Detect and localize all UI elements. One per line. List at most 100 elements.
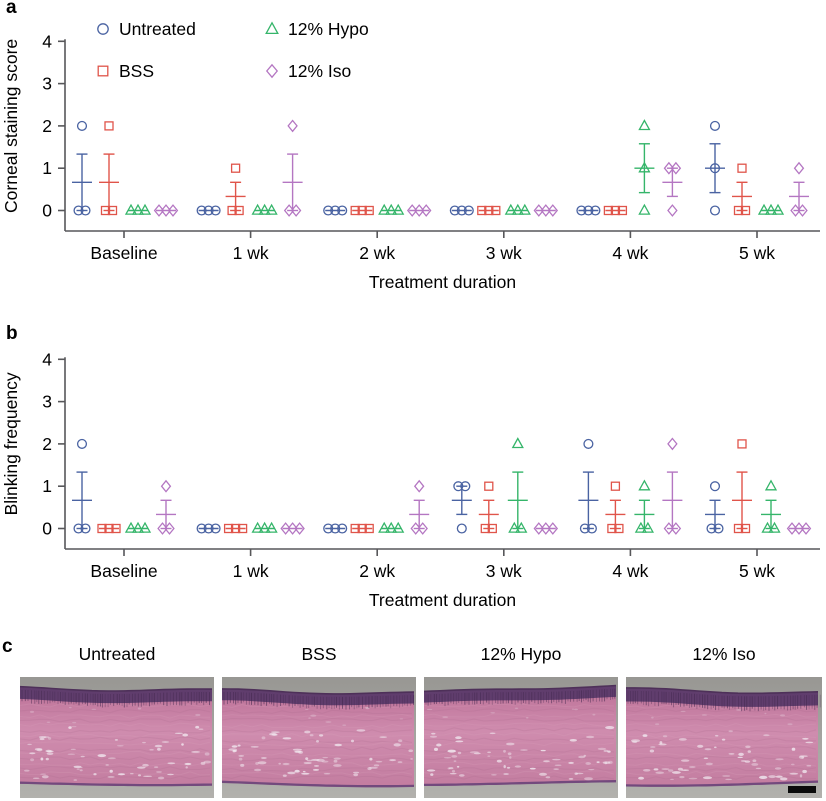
lacuna-speckle <box>93 773 97 776</box>
histology-label-untreated: Untreated <box>78 644 156 664</box>
data-point-marker-triangle <box>764 479 778 491</box>
lacuna-speckle <box>668 769 674 772</box>
lacuna-speckle <box>744 760 751 763</box>
legend-marker-triangle-icon <box>265 21 279 35</box>
lacuna-speckle <box>373 764 380 767</box>
lacuna-speckle <box>231 745 238 748</box>
lacuna-speckle <box>605 726 615 730</box>
lacuna-speckle <box>736 709 742 711</box>
legend-marker-circle-icon <box>97 23 109 35</box>
lacuna-speckle <box>431 732 436 735</box>
lacuna-speckle <box>24 769 30 772</box>
data-point-marker-square <box>357 523 367 534</box>
lacuna-speckle <box>697 744 704 748</box>
data-point-marker-triangle <box>378 203 391 215</box>
lacuna-speckle <box>688 777 698 780</box>
lacuna-speckle <box>181 743 184 746</box>
lacuna-speckle <box>282 774 287 777</box>
lacuna-speckle <box>787 723 793 726</box>
data-point-marker-diamond <box>290 204 302 217</box>
stroma-fiber <box>20 775 211 780</box>
epithelium-surface-line <box>222 688 415 695</box>
lacuna-speckle <box>449 773 457 775</box>
lacuna-speckle <box>539 772 547 776</box>
lacuna-speckle <box>41 775 49 779</box>
lacuna-speckle <box>752 759 757 762</box>
stroma-fiber <box>626 775 817 780</box>
data-point-marker-circle <box>449 205 460 216</box>
lacuna-speckle <box>322 756 329 759</box>
lacuna-speckle <box>46 752 54 755</box>
data-point-marker-circle <box>463 205 474 216</box>
data-point-marker-square <box>227 205 237 216</box>
data-point-marker-square <box>364 523 374 534</box>
lacuna-speckle <box>759 775 768 779</box>
lacuna-speckle <box>410 758 413 760</box>
lacuna-speckle <box>154 744 163 748</box>
stroma-fiber <box>222 709 413 715</box>
data-point-marker-square <box>733 523 744 534</box>
lacuna-speckle <box>442 716 448 718</box>
corneal-epithelium <box>222 688 414 706</box>
panel-b: b 0 1 2 3 4 Blinking frequency Baseline 1 wk 2 w… <box>0 318 826 630</box>
data-point-marker-triangle <box>138 521 152 533</box>
lacuna-speckle <box>68 726 72 729</box>
data-point-marker-square <box>740 523 751 534</box>
lacuna-speckle <box>650 746 656 748</box>
lacuna-speckle <box>73 779 78 781</box>
lacuna-speckle <box>157 776 165 780</box>
lacuna-speckle <box>185 766 188 769</box>
data-point-marker-square <box>737 439 747 449</box>
lacuna-speckle <box>154 766 159 768</box>
lacuna-speckle <box>802 737 809 740</box>
data-point-marker-square <box>111 523 121 534</box>
legend-item: 12% Iso <box>265 61 351 81</box>
lacuna-speckle <box>67 753 76 755</box>
lacuna-speckle <box>457 751 462 755</box>
lacuna-speckle <box>506 742 515 746</box>
data-point-marker-circle <box>323 523 334 534</box>
data-point-marker-triangle <box>392 521 405 533</box>
lacuna-speckle <box>325 721 332 723</box>
legend-label: 12% Iso <box>288 61 351 81</box>
corneal-stroma <box>20 688 212 787</box>
panel-c: c Untreated BSS 12% Hypo 12% Iso <box>0 630 826 801</box>
lacuna-speckle <box>319 734 324 737</box>
lacuna-speckle <box>397 761 403 763</box>
data-point-marker-triangle <box>265 203 278 215</box>
lacuna-speckle <box>107 757 116 760</box>
lacuna-speckle <box>791 747 796 751</box>
lacuna-speckle <box>39 737 45 741</box>
data-point-marker-diamond <box>670 161 682 175</box>
lacuna-speckle <box>755 767 762 770</box>
data-point-marker-triangle <box>638 203 651 215</box>
data-point-marker-triangle <box>511 203 524 215</box>
data-point-marker-square <box>617 205 628 216</box>
lacuna-speckle <box>312 769 320 771</box>
lacuna-speckle <box>552 758 561 761</box>
y-tick-label: 0 <box>42 201 52 221</box>
stroma-fiber <box>424 766 615 772</box>
legend-item: Untreated <box>97 19 196 39</box>
lacuna-speckle <box>554 764 562 766</box>
data-point-marker-circle <box>330 205 341 216</box>
data-point-marker-triangle <box>641 521 655 533</box>
data-point-marker-diamond <box>790 204 801 217</box>
lacuna-speckle <box>592 713 596 716</box>
lacuna-speckle <box>195 725 200 729</box>
data-point-marker-circle <box>709 120 721 131</box>
lacuna-speckle <box>487 755 491 757</box>
lacuna-speckle <box>585 762 591 765</box>
lacuna-speckle <box>282 737 292 740</box>
data-point-marker-square <box>484 481 494 491</box>
data-point-marker-diamond <box>287 522 298 535</box>
stroma-fiber <box>424 748 615 753</box>
lacuna-speckle <box>351 739 354 743</box>
lacuna-speckle <box>681 759 690 762</box>
lacuna-speckle <box>653 768 659 771</box>
lacuna-speckle <box>136 766 146 769</box>
lacuna-speckle <box>490 712 495 714</box>
stroma-fiber <box>626 737 816 743</box>
lacuna-speckle <box>764 712 767 715</box>
lacuna-speckle <box>525 717 529 719</box>
